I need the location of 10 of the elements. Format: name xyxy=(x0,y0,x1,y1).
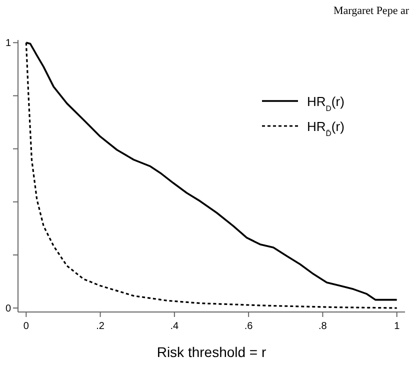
text: Margaret Pepe ar xyxy=(333,5,410,17)
x-tick-label: .4 xyxy=(170,321,180,332)
x-axis-title: Risk threshold = r xyxy=(156,344,266,360)
x-tick-label: .6 xyxy=(244,321,254,332)
x-tick-label: 1 xyxy=(394,321,400,332)
x-tick-label: .2 xyxy=(96,321,105,332)
legend-label: HR$_{D̄}$(r) xyxy=(307,119,344,138)
x-tick-label: 0 xyxy=(23,321,30,332)
legend-label: HR$_{D}$(r) xyxy=(307,94,344,112)
x-tick-label: .8 xyxy=(318,321,328,332)
